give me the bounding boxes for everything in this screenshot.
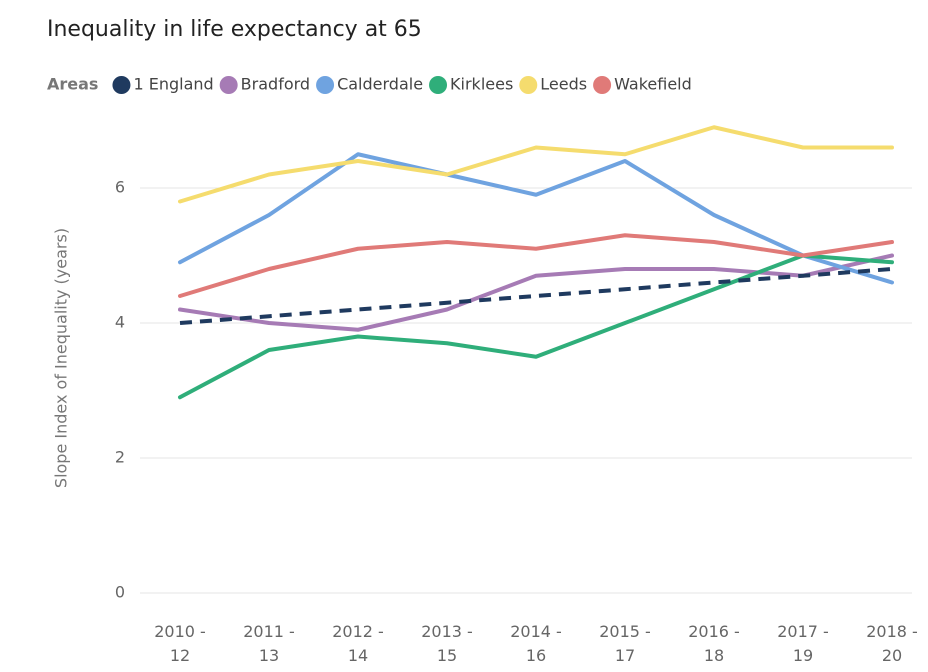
legend-label: Bradford [241, 75, 310, 94]
legend-title: Areas [47, 75, 98, 94]
series-line [178, 233, 894, 298]
x-tick-label: 2011 - 13 [243, 622, 295, 665]
y-tick-label: 4 [115, 313, 125, 332]
x-tick-label: 2016 - 18 [688, 622, 740, 665]
y-tick-label: 6 [115, 178, 125, 197]
legend-marker [429, 76, 448, 94]
legend-marker [519, 76, 538, 94]
y-tick-label: 2 [115, 448, 125, 467]
legend-label: Leeds [540, 75, 587, 94]
x-tick-label: 2010 - 12 [154, 622, 206, 665]
x-tick-label: 2012 - 14 [332, 622, 384, 665]
y-tick-label: 0 [115, 583, 125, 602]
legend-label: 1 England [133, 75, 213, 94]
chart-title: Inequality in life expectancy at 65 [47, 17, 422, 42]
legend-label: Wakefield [614, 75, 692, 94]
series-line [178, 152, 894, 285]
x-tick-label: 2018 - 20 [866, 622, 918, 665]
x-tick-label: 2017 - 19 [777, 622, 829, 665]
series-line [178, 253, 894, 332]
x-tick-label: 2014 - 16 [510, 622, 562, 665]
x-tick-label: 2013 - 15 [421, 622, 473, 665]
legend-marker [316, 76, 335, 94]
legend-marker [112, 76, 131, 94]
series-line [178, 125, 894, 204]
legend-label: Calderdale [337, 75, 423, 94]
legend-marker [219, 76, 238, 94]
legend-marker [593, 76, 612, 94]
y-axis-label: Slope Index of Inequality (years) [52, 228, 71, 488]
legend-label: Kirklees [450, 75, 513, 94]
series-line [178, 253, 894, 400]
x-tick-label: 2015 - 17 [599, 622, 651, 665]
